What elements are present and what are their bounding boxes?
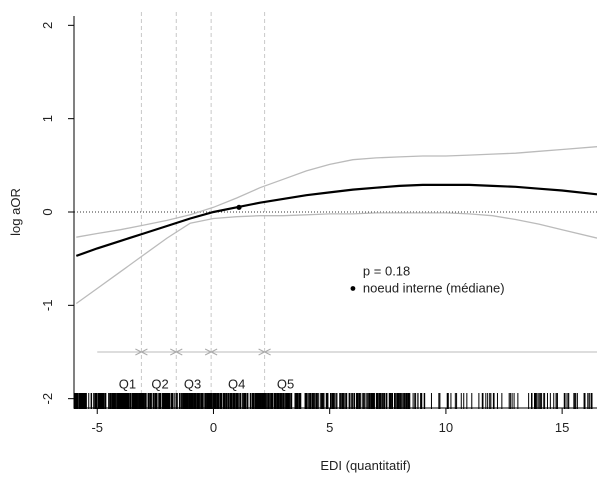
quintile-label-q3: Q3 [184,377,201,392]
x-tick-label: -5 [91,420,103,435]
p-value-annotation: p = 0.18 [363,263,410,278]
knot-legend-marker [350,286,356,291]
y-tick-label: 0 [40,208,55,215]
quintile-label-q5: Q5 [277,377,294,392]
quintile-bar: Q1 Q2 Q3 Q4 Q5 [97,348,597,392]
x-tick-label: 5 [326,420,333,435]
confidence-band [75,146,597,305]
quintile-cut-marker-2 [170,348,183,356]
quintile-cut-marker-1 [135,348,148,356]
quintile-cut-marker-4 [258,348,271,356]
quintile-cut-marker-3 [204,348,218,356]
rug-plot [73,393,593,409]
knot-legend-label: noeud interne (médiane) [363,280,505,295]
x-tick-label: 10 [439,420,453,435]
x-tick-label: 15 [555,420,569,435]
x-axis-title: EDI (quantitatif) [320,458,410,473]
quintile-label-q2: Q2 [151,377,168,392]
estimate-curve-group [75,183,597,257]
upper-ci-curve [76,146,597,238]
estimate-curve [75,183,597,257]
y-tick-label: -1 [40,300,55,312]
lower-ci-curve [75,212,597,305]
y-tick-label: 2 [40,22,55,29]
internal-knot-point [236,204,242,210]
knot-group [236,204,242,210]
x-tick-label: 0 [210,420,217,435]
axes: -5 0 5 10 15 -2 -1 0 1 2 [40,16,597,435]
quintile-label-q4: Q4 [228,377,245,392]
quintile-cutpoint-lines [140,12,266,398]
y-axis-title: log aOR [8,188,23,236]
y-tick-label: 1 [40,115,55,122]
quintile-label-q1: Q1 [119,377,136,392]
y-tick-label: -2 [40,393,55,405]
